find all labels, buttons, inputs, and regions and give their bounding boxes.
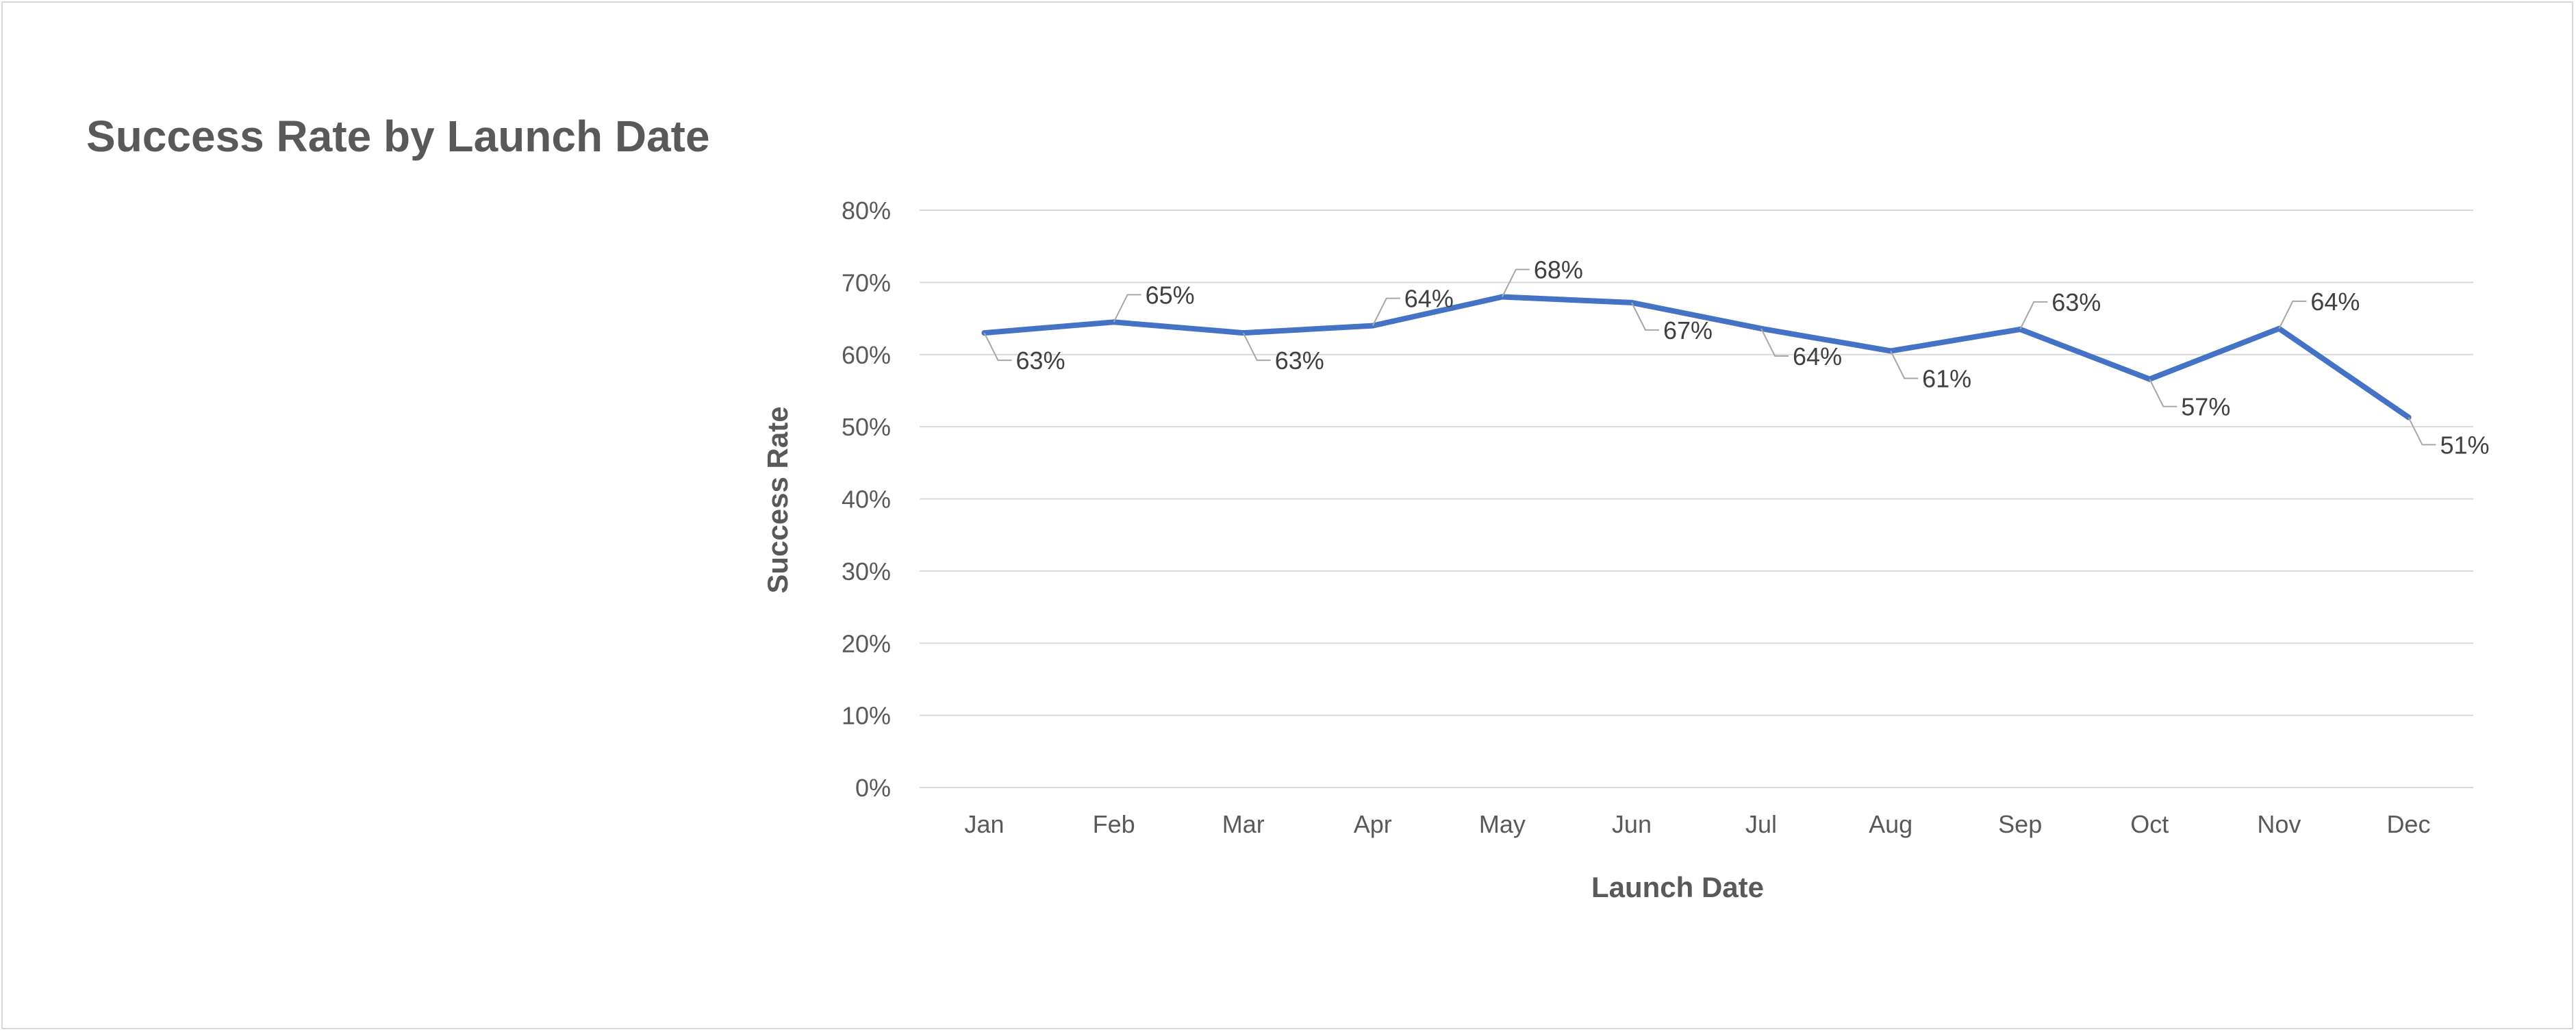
y-tick-label: 0% <box>855 774 891 802</box>
leader-line <box>2408 416 2436 446</box>
x-tick-label: Sep <box>1998 810 2042 838</box>
data-label: 63% <box>1016 347 1065 375</box>
x-tick-label: Jul <box>1745 810 1777 838</box>
x-tick-label: Jan <box>965 810 1005 838</box>
y-tick-label: 70% <box>842 268 891 297</box>
y-tick-label: 50% <box>842 413 891 441</box>
x-tick-label: Mar <box>1222 810 1265 838</box>
y-axis-title: Success Rate <box>761 406 794 593</box>
x-tick-label: Apr <box>1354 810 1392 838</box>
data-label: 67% <box>1663 316 1713 344</box>
data-label: 64% <box>1404 285 1454 313</box>
x-tick-label: Jun <box>1612 810 1652 838</box>
data-label: 51% <box>2440 431 2489 459</box>
y-axis-ticks: 0% 10% 20% 30% 40% 50% 60% 70% 80% <box>842 197 891 802</box>
data-label: 57% <box>2181 393 2230 421</box>
y-tick-label: 30% <box>842 557 891 586</box>
gridlines <box>920 210 2473 788</box>
y-tick-label: 20% <box>842 629 891 657</box>
data-label: 65% <box>1146 281 1195 309</box>
data-label: 63% <box>2051 288 2101 316</box>
data-label: 64% <box>2310 288 2360 316</box>
x-tick-label: Feb <box>1093 810 1135 838</box>
y-tick-label: 40% <box>842 486 891 514</box>
leader-line <box>1631 302 1659 331</box>
x-tick-label: Dec <box>2386 810 2430 838</box>
leader-line <box>1372 297 1400 327</box>
leader-line <box>1890 351 1919 379</box>
leader-line <box>1501 268 1530 297</box>
leader-line <box>2278 300 2307 329</box>
leader-line <box>2019 301 2048 330</box>
y-tick-label: 80% <box>842 197 891 225</box>
data-label: 61% <box>1922 364 1971 392</box>
leader-line <box>1242 332 1271 362</box>
series-line <box>981 294 2412 420</box>
x-tick-label: Oct <box>2130 810 2169 838</box>
leader-line <box>983 332 1012 362</box>
y-tick-label: 60% <box>842 341 891 369</box>
data-label: 63% <box>1275 347 1324 375</box>
x-axis-title: Launch Date <box>1591 871 1764 903</box>
y-tick-label: 10% <box>842 702 891 730</box>
data-labels: 63% 65% 63% 64% 68% 67% 64% 61% 63% 57% 64% 51% <box>983 255 2490 459</box>
x-tick-label: Aug <box>1869 810 1912 838</box>
leader-line <box>1760 328 1789 357</box>
data-label: 64% <box>1793 342 1842 370</box>
x-tick-label: Nov <box>2257 810 2301 838</box>
leader-line <box>2149 379 2177 407</box>
data-label: 68% <box>1534 255 1583 284</box>
x-axis-ticks: Jan Feb Mar Apr May Jun Jul Aug Sep Oct Nov Dec <box>965 810 2431 838</box>
leader-line <box>1113 294 1141 323</box>
chart-title: Success Rate by Launch Date <box>86 112 710 161</box>
x-tick-label: May <box>1479 810 1526 838</box>
